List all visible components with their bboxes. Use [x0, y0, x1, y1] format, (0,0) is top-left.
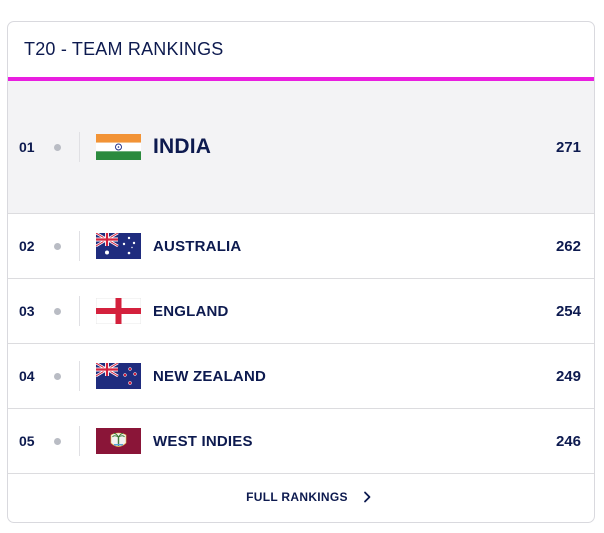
rankings-card: T20 - TEAM RANKINGS 01 INDIA 271 02 [7, 21, 595, 523]
divider [79, 361, 80, 391]
england-flag-icon [96, 298, 141, 324]
card-footer: FULL RANKINGS [8, 474, 594, 520]
rankings-list: 01 INDIA 271 02 [8, 81, 594, 474]
divider [79, 231, 80, 261]
ranking-row-west-indies[interactable]: 05 WEST INDIES 246 [8, 409, 594, 474]
rank-number: 03 [19, 303, 35, 319]
team-points: 254 [555, 302, 581, 320]
team-points: 271 [555, 138, 581, 156]
divider [79, 296, 80, 326]
divider [79, 426, 80, 456]
team-name: AUSTRALIA [153, 237, 242, 255]
new-zealand-flag-icon [96, 363, 141, 389]
status-dot [54, 143, 61, 151]
status-dot [54, 437, 61, 445]
rank-number: 04 [19, 368, 35, 384]
rank-number: 02 [19, 238, 35, 254]
australia-flag-icon [96, 233, 141, 259]
card-title: T20 - TEAM RANKINGS [24, 39, 224, 59]
rank-number: 01 [19, 139, 35, 155]
status-dot [54, 307, 61, 315]
ranking-row-india[interactable]: 01 INDIA 271 [8, 81, 594, 214]
team-name: WEST INDIES [153, 432, 253, 450]
chevron-right-icon [363, 491, 371, 503]
team-points: 246 [555, 432, 581, 450]
status-dot [54, 372, 61, 380]
india-flag-icon [96, 134, 141, 160]
full-rankings-label: FULL RANKINGS [246, 490, 348, 504]
team-name: NEW ZEALAND [153, 367, 267, 385]
west-indies-flag-icon [96, 428, 141, 454]
ranking-row-new-zealand[interactable]: 04 NEW ZEALAND 249 [8, 344, 594, 409]
card-header: T20 - TEAM RANKINGS [8, 22, 594, 81]
team-points: 262 [555, 237, 581, 255]
divider [79, 132, 80, 162]
status-dot [54, 242, 61, 250]
team-name: INDIA [153, 135, 212, 158]
full-rankings-link[interactable]: FULL RANKINGS [246, 490, 372, 504]
ranking-row-england[interactable]: 03 ENGLAND 254 [8, 279, 594, 344]
team-name: ENGLAND [153, 302, 229, 320]
ranking-row-australia[interactable]: 02 AUSTRALIA 262 [8, 214, 594, 279]
rank-number: 05 [19, 433, 35, 449]
team-points: 249 [555, 367, 581, 385]
